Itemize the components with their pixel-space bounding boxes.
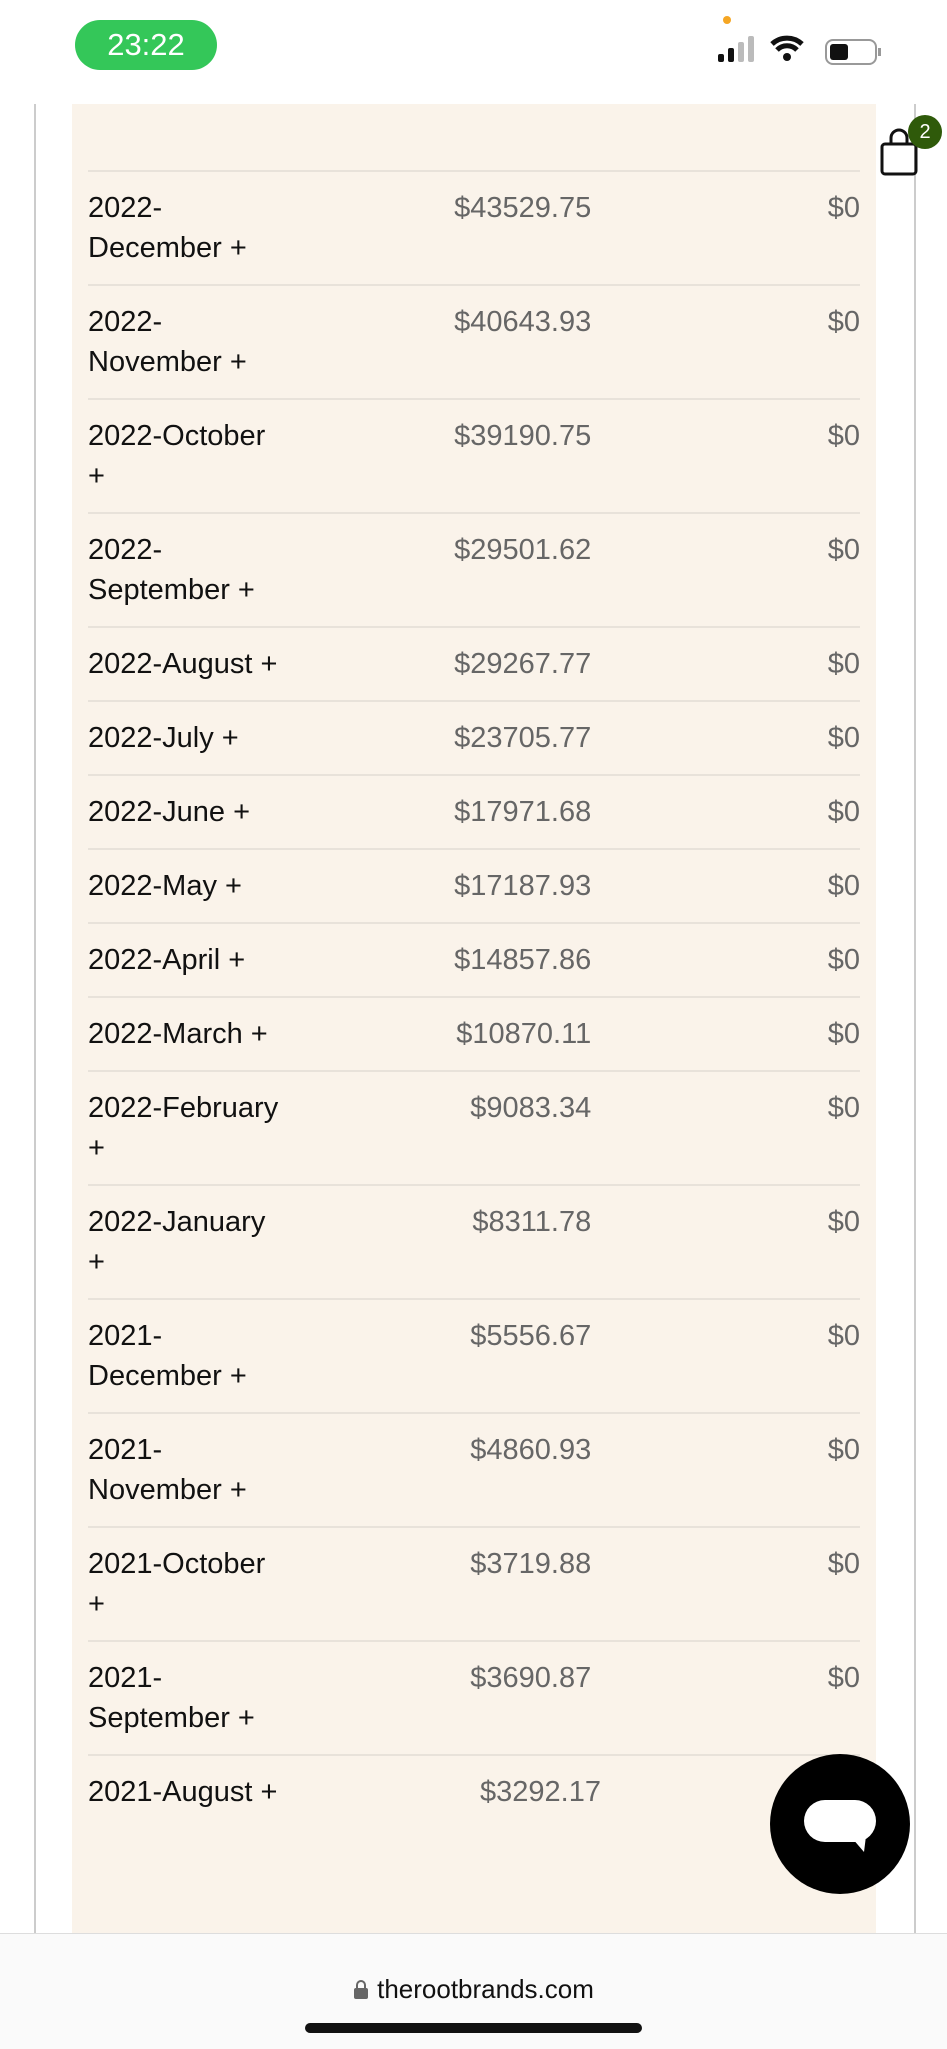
month-label: 2021-September + [88, 1662, 255, 1734]
table-row: 2021-September + $3690.87 $0 [88, 1640, 860, 1754]
month-label: 2022-October + [88, 420, 266, 492]
table-row: 2022-October + $39190.75 $0 [88, 398, 860, 512]
url-text: therootbrands.com [377, 1974, 594, 2004]
cart-badge: 2 [908, 115, 942, 149]
balance: $0 [827, 1092, 860, 1124]
table-row: 2022-April + $14857.86 $0 [88, 922, 860, 996]
balance: $0 [827, 648, 860, 680]
table-row: 2022-February + $9083.34 $0 [88, 1070, 860, 1184]
amount: $3690.87 [470, 1662, 592, 1694]
table-row: 2021-October + $3719.88 $0 [88, 1526, 860, 1640]
table-row: 2022-January + $8311.78 $0 [88, 1184, 860, 1298]
amount: $39190.75 [454, 420, 592, 452]
table-row: 2021-August + $3292.17 [88, 1754, 860, 1828]
balance: $0 [827, 1206, 860, 1238]
time: 23:22 [75, 20, 217, 70]
amount: $10870.11 [456, 1018, 592, 1050]
amount: $17187.93 [454, 870, 592, 902]
amount: $43529.75 [454, 192, 592, 224]
table-panel [72, 104, 876, 1933]
balance: $0 [827, 944, 860, 976]
table-row: 2021-December + $5556.67 $0 [88, 1298, 860, 1412]
table-row: 2022-November + $40643.93 $0 [88, 284, 860, 398]
browser-bar: therootbrands.com [0, 1933, 947, 2049]
amount: $23705.77 [454, 722, 592, 754]
amount: $9083.34 [470, 1092, 592, 1124]
balance: $0 [827, 306, 860, 338]
table-row: 2021-November + $4860.93 $0 [88, 1412, 860, 1526]
balance: $0 [827, 796, 860, 828]
table-row: 2022-December + $43529.75 $0 [88, 170, 860, 284]
balance: $0 [827, 1434, 860, 1466]
home-indicator [305, 2023, 642, 2033]
balance: $0 [827, 192, 860, 224]
table-row: 2022-September + $29501.62 $0 [88, 512, 860, 626]
month-label: 2022-March + [88, 1018, 268, 1050]
status-bar: 23:22 [0, 0, 947, 104]
status-icons [718, 16, 881, 65]
month-label: 2022-April + [88, 944, 246, 976]
month-label: 2022-July + [88, 722, 239, 754]
month-label: 2021-August + [88, 1776, 278, 1808]
amount: $3292.17 [480, 1776, 601, 1808]
chat-button[interactable] [770, 1754, 910, 1894]
balance: $0 [827, 1018, 860, 1050]
month-label: 2022-November + [88, 306, 247, 378]
amount: $4860.93 [470, 1434, 592, 1466]
amount: $5556.67 [470, 1320, 592, 1352]
content-frame: 2022-December + $43529.75 $0 2022-November … [34, 104, 916, 1933]
month-label: 2022-December + [88, 192, 247, 264]
table-row: 2022-March + $10870.11 $0 [88, 996, 860, 1070]
month-label: 2022-January + [88, 1206, 266, 1278]
month-label: 2021-November + [88, 1434, 247, 1506]
lock-icon [354, 1980, 369, 1999]
month-label: 2022-February + [88, 1092, 279, 1164]
amount: $29267.77 [454, 648, 592, 680]
amount: $3719.88 [470, 1548, 592, 1580]
month-label: 2022-August + [88, 648, 278, 680]
table-row: 2022-May + $17187.93 $0 [88, 848, 860, 922]
month-label: 2022-May + [88, 870, 242, 902]
balance: $0 [827, 1320, 860, 1352]
amount: $29501.62 [454, 534, 592, 566]
balance: $0 [827, 722, 860, 754]
cart-icon[interactable] [880, 128, 920, 178]
month-label: 2022-September + [88, 534, 255, 606]
balance: $0 [827, 1548, 860, 1580]
url[interactable]: therootbrands.com [0, 1974, 947, 2005]
amount: $17971.68 [454, 796, 592, 828]
table: 2022-December + $43529.75 $0 2022-November … [88, 170, 860, 1828]
chat-icon [804, 1800, 876, 1852]
month-label: 2022-June + [88, 796, 251, 828]
month-label: 2021-December + [88, 1320, 247, 1392]
balance: $0 [827, 534, 860, 566]
amount: $40643.93 [454, 306, 592, 338]
amount: $8311.78 [472, 1206, 592, 1238]
balance: $0 [827, 1662, 860, 1694]
amount: $14857.86 [454, 944, 592, 976]
month-label: 2021-October + [88, 1548, 266, 1620]
table-row: 2022-August + $29267.77 $0 [88, 626, 860, 700]
balance: $0 [827, 420, 860, 452]
table-row: 2022-June + $17971.68 $0 [88, 774, 860, 848]
balance: $0 [827, 870, 860, 902]
table-row: 2022-July + $23705.77 $0 [88, 700, 860, 774]
